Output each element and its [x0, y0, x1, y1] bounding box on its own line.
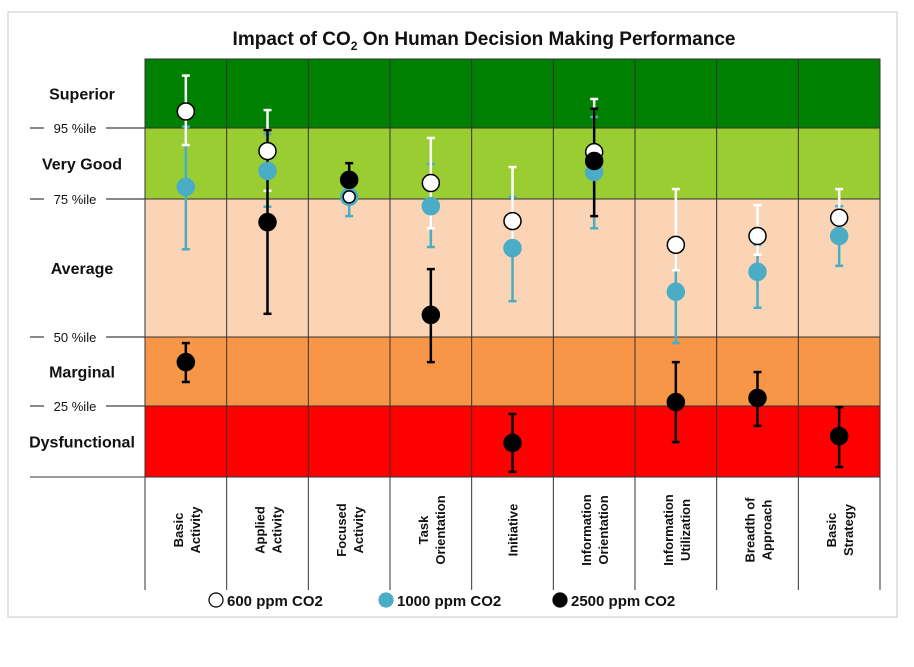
- data-point: [176, 177, 196, 197]
- category-label: Basic Strategy: [824, 503, 856, 556]
- band-label: Dysfunctional: [29, 435, 135, 452]
- band-label: Marginal: [49, 365, 115, 382]
- data-point: [421, 196, 441, 216]
- category-label: Information Utilization: [661, 494, 693, 566]
- legend-label: 1000 ppm CO2: [397, 593, 501, 610]
- tick-label: 50 %ile: [54, 330, 97, 345]
- data-point: [176, 102, 196, 121]
- band-marginal: [144, 336, 881, 407]
- band-label: Very Good: [42, 157, 122, 174]
- category-label: Applied Activity: [253, 506, 285, 554]
- legend: 600 ppm CO2 1000 ppm CO2 2500 ppm CO2: [208, 592, 675, 610]
- tick-label: 95 %ile: [54, 121, 97, 136]
- data-point: [666, 392, 686, 412]
- data-point: [503, 433, 522, 453]
- category-label: Focused Activity: [334, 503, 366, 557]
- legend-label: 2500 ppm CO2: [571, 593, 675, 610]
- legend-marker: [552, 592, 568, 608]
- tick-label: 25 %ile: [54, 399, 97, 414]
- data-point: [829, 226, 849, 246]
- data-point: [258, 141, 277, 161]
- tick-label: 75 %ile: [54, 192, 97, 207]
- category-label: Basic Activity: [171, 506, 203, 554]
- category-label: Information Orientation: [579, 494, 611, 566]
- data-point: [421, 173, 441, 193]
- chart-title: Impact of CO2 On Human Decision Making P…: [233, 29, 736, 53]
- legend-marker: [378, 592, 394, 608]
- data-point: [503, 238, 522, 258]
- band-superior: [144, 58, 881, 129]
- data-point: [829, 208, 849, 228]
- data-point: [584, 151, 604, 171]
- data-point: [258, 161, 277, 181]
- data-point: [258, 212, 277, 232]
- category-label: Initiative: [506, 504, 521, 557]
- band-label: Superior: [49, 87, 115, 104]
- data-point: [829, 426, 849, 446]
- data-point: [748, 262, 767, 282]
- data-point: [421, 305, 441, 325]
- data-point: [666, 282, 686, 301]
- data-point: [748, 226, 767, 246]
- data-point: [342, 190, 356, 204]
- data-point: [339, 170, 359, 190]
- band-label: Average: [51, 261, 114, 278]
- legend-label: 600 ppm CO2: [227, 593, 323, 610]
- category-label: Task Orientation: [416, 495, 448, 564]
- category-label: Breadth of Approach: [743, 497, 775, 563]
- data-point: [748, 388, 767, 408]
- legend-marker: [208, 592, 224, 608]
- data-point: [503, 211, 522, 231]
- data-point: [666, 235, 686, 255]
- data-point: [176, 352, 196, 372]
